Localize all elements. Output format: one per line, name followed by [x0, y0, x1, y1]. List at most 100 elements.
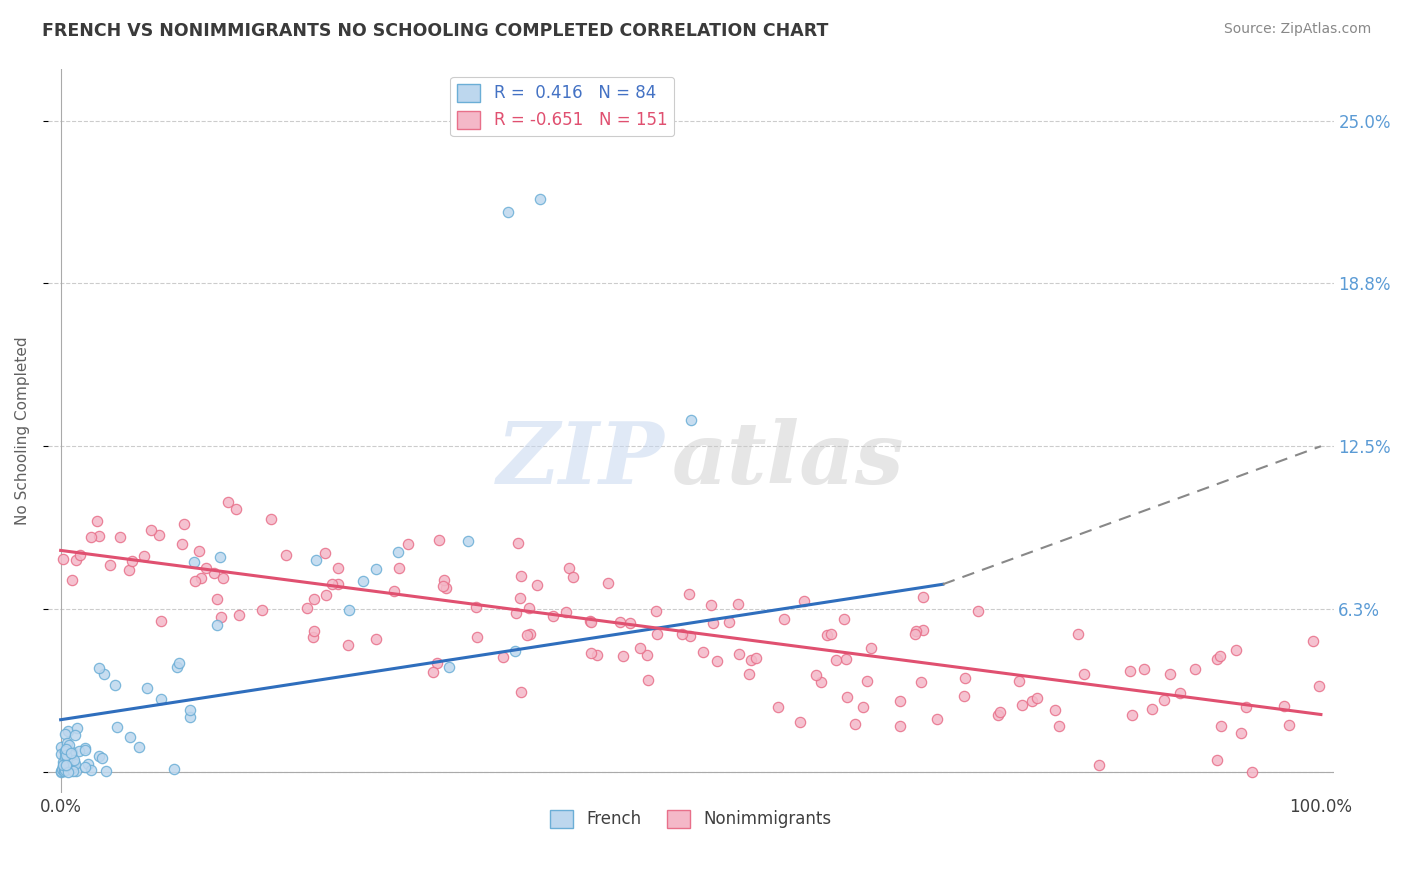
Point: [1119, 664, 1142, 678]
Point: [555, 605, 578, 619]
Point: [58, 738, 80, 752]
Point: [326, 561, 349, 575]
Point: [56, 751, 79, 765]
Point: [619, 616, 641, 631]
Point: [772, 612, 794, 626]
Point: [832, 612, 855, 626]
Point: [671, 626, 693, 640]
Point: [852, 700, 875, 714]
Point: [529, 192, 551, 206]
Point: [793, 594, 815, 608]
Point: [89, 749, 111, 764]
Point: [647, 627, 669, 641]
Point: [505, 607, 527, 621]
Point: [426, 656, 449, 670]
Point: [208, 549, 231, 564]
Point: [952, 689, 974, 703]
Point: [55, 742, 77, 756]
Point: [314, 546, 336, 560]
Point: [986, 708, 1008, 723]
Point: [910, 674, 932, 689]
Point: [217, 495, 239, 509]
Point: [225, 501, 247, 516]
Point: [889, 693, 911, 707]
Point: [63, 757, 86, 772]
Point: [519, 627, 541, 641]
Point: [58, 760, 80, 774]
Point: [1184, 662, 1206, 676]
Point: [427, 533, 450, 548]
Point: [1234, 699, 1257, 714]
Point: [509, 591, 531, 606]
Point: [53, 744, 76, 758]
Point: [966, 603, 988, 617]
Text: FRENCH VS NONIMMIGRANTS NO SCHOOLING COMPLETED CORRELATION CHART: FRENCH VS NONIMMIGRANTS NO SCHOOLING COM…: [42, 22, 828, 40]
Point: [304, 624, 326, 639]
Point: [120, 731, 142, 745]
Point: [73, 740, 96, 755]
Point: [179, 703, 201, 717]
Point: [202, 566, 225, 581]
Point: [387, 544, 409, 558]
Point: [609, 615, 631, 629]
Point: [52, 759, 75, 773]
Point: [170, 536, 193, 550]
Point: [49, 747, 72, 761]
Point: [1209, 719, 1232, 733]
Point: [73, 760, 96, 774]
Point: [352, 574, 374, 589]
Point: [927, 712, 949, 726]
Point: [148, 528, 170, 542]
Point: [51, 764, 73, 779]
Point: [59, 756, 82, 771]
Point: [1302, 633, 1324, 648]
Point: [295, 600, 318, 615]
Point: [337, 603, 360, 617]
Point: [1026, 690, 1049, 705]
Point: [699, 598, 721, 612]
Point: [904, 624, 927, 638]
Point: [541, 608, 564, 623]
Point: [1159, 667, 1181, 681]
Point: [94, 764, 117, 778]
Point: [1272, 699, 1295, 714]
Point: [52, 761, 75, 775]
Point: [434, 581, 457, 595]
Point: [437, 660, 460, 674]
Point: [505, 644, 527, 658]
Point: [328, 577, 350, 591]
Point: [364, 632, 387, 647]
Point: [820, 627, 842, 641]
Point: [89, 529, 111, 543]
Point: [52, 757, 75, 772]
Point: [579, 615, 602, 629]
Point: [1047, 719, 1070, 733]
Point: [740, 653, 762, 667]
Point: [702, 615, 724, 630]
Point: [1209, 649, 1232, 664]
Point: [56, 749, 79, 764]
Point: [55, 757, 77, 772]
Point: [579, 614, 602, 628]
Point: [496, 204, 519, 219]
Point: [105, 720, 128, 734]
Point: [274, 549, 297, 563]
Point: [835, 652, 858, 666]
Point: [55, 759, 77, 773]
Point: [55, 756, 77, 771]
Point: [727, 597, 749, 611]
Point: [62, 764, 84, 778]
Point: [56, 764, 79, 779]
Point: [366, 562, 388, 576]
Point: [205, 617, 228, 632]
Point: [58, 724, 80, 739]
Point: [465, 600, 488, 615]
Point: [93, 666, 115, 681]
Point: [612, 648, 634, 663]
Point: [988, 705, 1011, 719]
Point: [1225, 643, 1247, 657]
Point: [1206, 652, 1229, 666]
Point: [1206, 753, 1229, 767]
Point: [912, 623, 935, 637]
Text: atlas: atlas: [672, 417, 904, 501]
